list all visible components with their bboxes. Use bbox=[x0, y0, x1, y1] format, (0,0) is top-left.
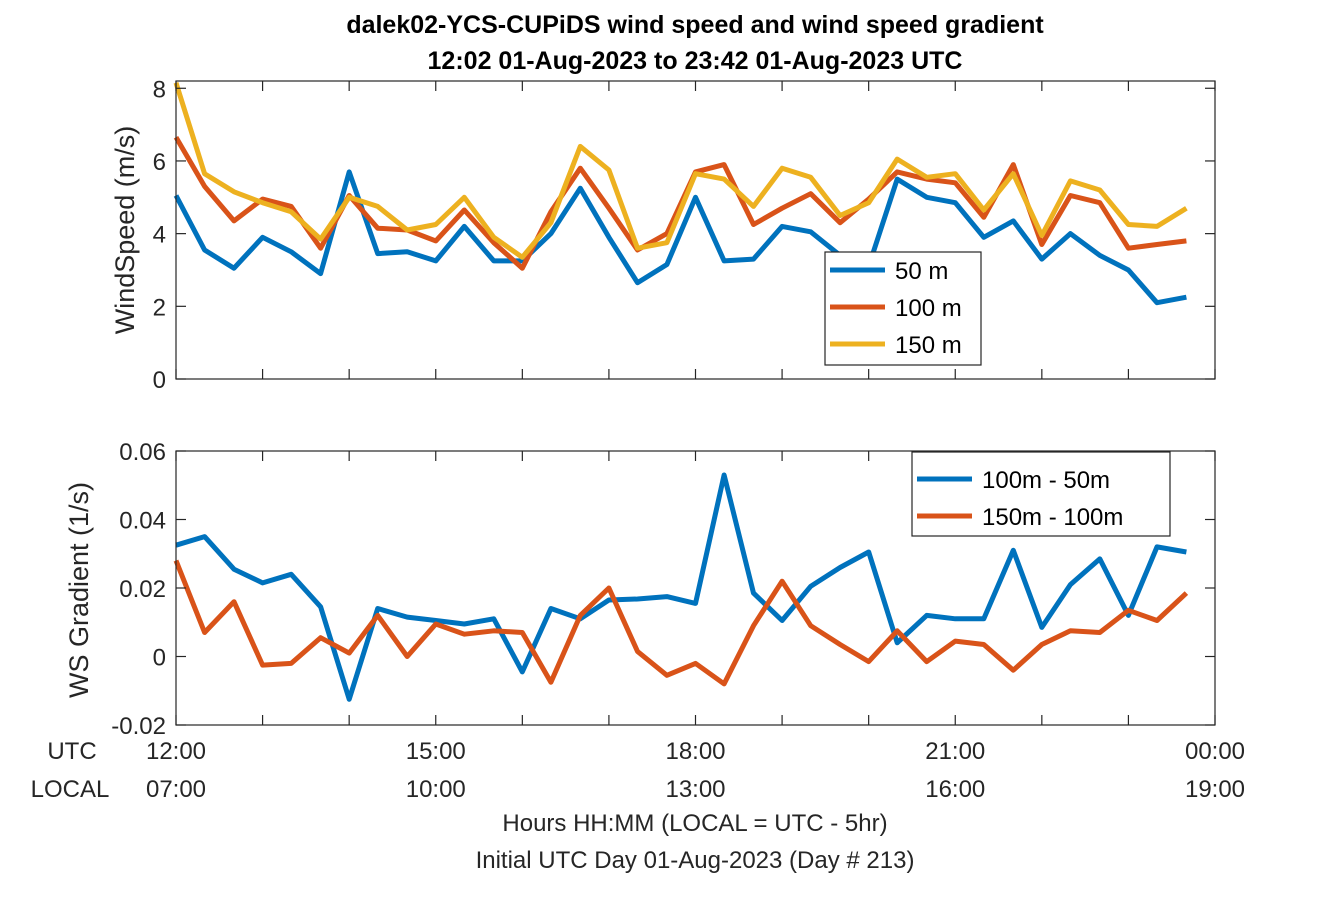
utc-tick-label: 21:00 bbox=[925, 738, 985, 765]
ws-gradient-legend: 100m - 50m 150m - 100m bbox=[911, 451, 1171, 537]
utc-tick-label: 15:00 bbox=[406, 738, 466, 765]
ws-gradient-ticks: -0.02 0 0.02 0.04 0.06 bbox=[111, 439, 1216, 740]
wind-speed-series-group bbox=[173, 82, 1188, 306]
utc-tick-label: 18:00 bbox=[665, 738, 725, 765]
ws-gradient-ytick-label: 0.02 bbox=[119, 576, 166, 603]
local-row-label: LOCAL bbox=[31, 776, 110, 803]
utc-row-label: UTC bbox=[47, 738, 96, 765]
local-tick-label: 19:00 bbox=[1185, 776, 1245, 803]
figure-title-line2: 12:02 01-Aug-2023 to 23:42 01-Aug-2023 U… bbox=[428, 47, 963, 75]
wind-speed-series-3-line bbox=[173, 82, 1188, 260]
ws-gradient-legend-box bbox=[911, 451, 1171, 537]
wind-speed-ytick-label: 0 bbox=[153, 367, 166, 394]
wind-speed-ticks: 0 2 4 6 8 bbox=[153, 76, 1216, 394]
xlabel-line2: Initial UTC Day 01-Aug-2023 (Day # 213) bbox=[476, 847, 915, 874]
wind-speed-legend-label: 150 m bbox=[895, 332, 962, 359]
ws-gradient-series-1-line bbox=[175, 472, 1187, 702]
wind-speed-ytick-label: 6 bbox=[153, 149, 166, 176]
ws-gradient-series-group bbox=[173, 472, 1189, 702]
xlabel-line1: Hours HH:MM (LOCAL = UTC - 5hr) bbox=[502, 810, 887, 837]
ws-gradient-ytick-label: -0.02 bbox=[111, 713, 166, 740]
utc-tick-label: 12:00 bbox=[146, 738, 206, 765]
ws-gradient-axes: -0.02 0 0.02 0.04 0.06 WS Gradient (1/s) 100… bbox=[64, 439, 1216, 740]
wind-speed-legend-label: 50 m bbox=[895, 258, 948, 285]
wind-speed-ytick-label: 2 bbox=[153, 294, 166, 321]
ws-gradient-ytick-label: 0 bbox=[153, 645, 166, 672]
ws-gradient-ytick-label: 0.06 bbox=[119, 439, 166, 466]
wind-speed-legend: 50 m 100 m 150 m bbox=[824, 251, 982, 366]
local-tick-label: 13:00 bbox=[665, 776, 725, 803]
x-tick-labels: 12:00 07:00 15:00 10:00 18:00 13:00 21:00 16:00… bbox=[146, 738, 1245, 803]
ws-gradient-ylabel: WS Gradient (1/s) bbox=[64, 482, 94, 698]
ws-gradient-legend-label: 150m - 100m bbox=[982, 504, 1123, 531]
wind-speed-legend-label: 100 m bbox=[895, 295, 962, 322]
wind-speed-ytick-label: 8 bbox=[153, 76, 166, 103]
wind-speed-axes: 0 2 4 6 8 WindSpeed (m/s) 50 m 100 m 150 m bbox=[110, 76, 1216, 394]
wind-speed-ytick-label: 4 bbox=[153, 222, 166, 249]
wind-speed-ylabel: WindSpeed (m/s) bbox=[110, 126, 140, 335]
ws-gradient-series-2-line bbox=[173, 559, 1189, 687]
local-tick-label: 10:00 bbox=[406, 776, 466, 803]
figure-title-line1: dalek02-YCS-CUPiDS wind speed and wind s… bbox=[346, 11, 1044, 39]
utc-tick-label: 00:00 bbox=[1185, 738, 1245, 765]
wind-speed-series-1-line bbox=[173, 169, 1187, 306]
local-tick-label: 16:00 bbox=[925, 776, 985, 803]
local-tick-label: 07:00 bbox=[146, 776, 206, 803]
ws-gradient-legend-label: 100m - 50m bbox=[982, 467, 1110, 494]
ws-gradient-ytick-label: 0.04 bbox=[119, 508, 166, 535]
